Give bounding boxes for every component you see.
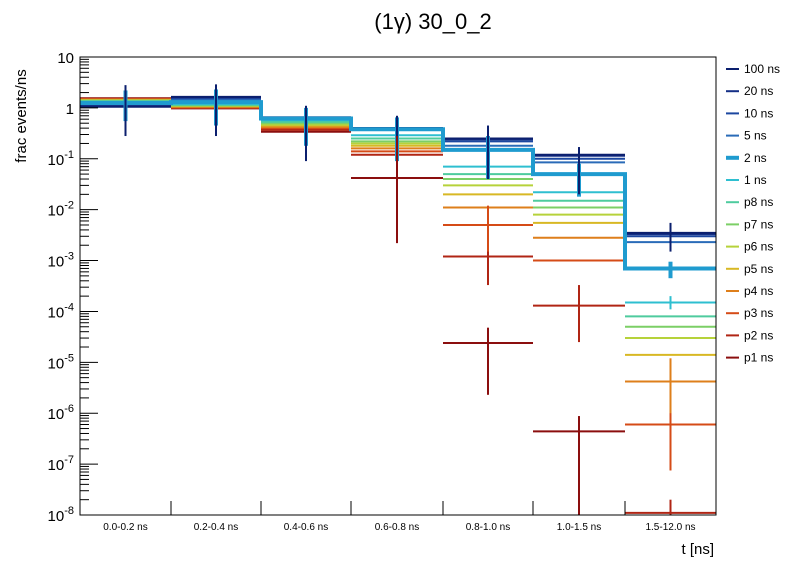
legend-label: p6 ns <box>744 240 773 254</box>
legend-entry: p6 ns <box>726 240 773 254</box>
legend-entry: p1 ns <box>726 351 773 365</box>
y-tick-label: 10 <box>57 50 74 67</box>
legend-entry: 100 ns <box>726 62 780 76</box>
legend: 100 ns 20 ns 10 ns 5 ns 2 ns 1 ns p8 ns p7 ns p6… <box>726 62 780 365</box>
x-tick-label: 1.5-12.0 ns <box>645 522 695 533</box>
legend-entry: p7 ns <box>726 217 773 231</box>
axes: 10-8 10-7 10-6 10-5 10-4 10-3 10-2 10-1 1 10 0.0-0… <box>48 50 717 533</box>
y-tick-label: 1 <box>66 101 74 118</box>
legend-label: p5 ns <box>744 262 773 276</box>
legend-entry: 2 ns <box>726 151 767 165</box>
legend-entry: p4 ns <box>726 284 773 298</box>
y-axis-label: frac events/ns <box>13 69 30 162</box>
legend-label: p3 ns <box>744 306 773 320</box>
legend-entry: p2 ns <box>726 328 773 342</box>
legend-entry: 5 ns <box>726 129 767 143</box>
legend-label: 20 ns <box>744 84 773 98</box>
legend-label: p8 ns <box>744 195 773 209</box>
y-tick-label: 10-8 <box>48 505 74 525</box>
legend-entry: 1 ns <box>726 173 767 187</box>
x-tick-label: 0.6-0.8 ns <box>375 522 419 533</box>
legend-label: 100 ns <box>744 62 780 76</box>
legend-label: 10 ns <box>744 106 773 120</box>
legend-entry: p5 ns <box>726 262 773 276</box>
x-tick-label: 1.0-1.5 ns <box>557 522 601 533</box>
plot-frame <box>79 56 717 516</box>
legend-label: 1 ns <box>744 173 767 187</box>
x-tick-label: 0.4-0.6 ns <box>284 522 328 533</box>
y-tick-label: 10-2 <box>48 200 74 220</box>
y-tick-label: 10-1 <box>48 149 74 169</box>
y-tick-label: 10-7 <box>48 454 74 474</box>
legend-entry: 10 ns <box>726 106 773 120</box>
legend-entry: p3 ns <box>726 306 773 320</box>
plot-area <box>80 84 716 515</box>
legend-label: 2 ns <box>744 151 767 165</box>
x-tick-label: 0.8-1.0 ns <box>466 522 510 533</box>
y-tick-label: 10-3 <box>48 251 74 271</box>
x-tick-label: 0.0-0.2 ns <box>103 522 147 533</box>
y-tick-label: 10-4 <box>48 301 74 321</box>
x-axis-label: t [ns] <box>681 541 714 558</box>
legend-label: p4 ns <box>744 284 773 298</box>
chart-title: (1γ) 30_0_2 <box>374 9 491 34</box>
y-tick-label: 10-6 <box>48 403 74 423</box>
legend-label: p7 ns <box>744 217 773 231</box>
legend-label: p1 ns <box>744 351 773 365</box>
x-tick-label: 0.2-0.4 ns <box>194 522 238 533</box>
legend-label: 5 ns <box>744 129 767 143</box>
legend-label: p2 ns <box>744 328 773 342</box>
legend-entry: p8 ns <box>726 195 773 209</box>
y-tick-label: 10-5 <box>48 352 74 372</box>
legend-entry: 20 ns <box>726 84 773 98</box>
